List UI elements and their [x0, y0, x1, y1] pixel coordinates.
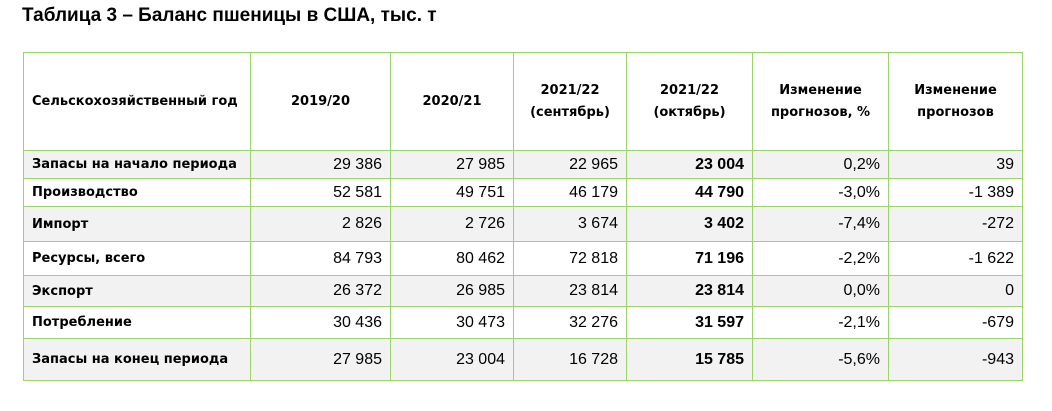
balance-table: Сельскохозяйственный год 2019/20 2020/21 20…	[23, 52, 1023, 381]
cell-value: 3 674	[513, 206, 627, 242]
cell-value: -272	[888, 206, 1023, 242]
table-body: Запасы на начало периода 29 386 27 985 22 9…	[23, 150, 1023, 381]
table-row: Экспорт 26 372 26 985 23 814 23 814 0,0% 0	[23, 275, 1023, 307]
cell-value: -5,6%	[752, 338, 889, 381]
header-line: 2020/21	[422, 93, 482, 109]
row-label: Экспорт	[23, 275, 251, 307]
table-row: Запасы на конец периода 27 985 23 004 16 72…	[23, 338, 1023, 381]
cell-value: 16 728	[513, 338, 627, 381]
table-header: Сельскохозяйственный год 2019/20 2020/21 20…	[23, 52, 1023, 151]
cell-value: -943	[888, 338, 1023, 381]
cell-value: 3 402	[626, 206, 753, 242]
cell-value: 46 179	[513, 178, 627, 207]
cell-value: 44 790	[626, 178, 753, 207]
row-label: Ресурсы, всего	[23, 241, 251, 276]
cell-value: 2 726	[390, 206, 514, 242]
cell-value: 26 372	[250, 275, 391, 307]
header-line: прогнозов, %	[770, 104, 871, 120]
header-cell: Сельскохозяйственный год	[23, 52, 251, 151]
header-cell: 2019/20	[250, 52, 391, 151]
cell-value: -3,0%	[752, 178, 889, 207]
cell-value: 71 196	[626, 241, 753, 276]
cell-value: 27 985	[250, 338, 391, 381]
table-row: Ресурсы, всего 84 793 80 462 72 818 71 196 -2…	[23, 241, 1023, 276]
cell-value: 0	[888, 275, 1023, 307]
header-line: (сентябрь)	[530, 104, 610, 120]
cell-value: 27 985	[390, 150, 514, 179]
cell-value: 0,0%	[752, 275, 889, 307]
row-label: Запасы на начало периода	[23, 150, 251, 179]
cell-value: -2,1%	[752, 306, 889, 339]
cell-value: 22 965	[513, 150, 627, 179]
cell-value: 23 814	[513, 275, 627, 307]
title: Таблица 3 – Баланс пшеницы в США, тыс. т	[22, 5, 437, 26]
header-row: Сельскохозяйственный год 2019/20 2020/21 20…	[23, 52, 1023, 151]
table-row: Производство 52 581 49 751 46 179 44 790 -3,0…	[23, 178, 1023, 207]
table-row: Потребление 30 436 30 473 32 276 31 597 -2,1%…	[23, 306, 1023, 339]
header-line: Изменение	[914, 82, 997, 98]
table-row: Запасы на начало периода 29 386 27 985 22 9…	[23, 150, 1023, 179]
table-row: Импорт 2 826 2 726 3 674 3 402 -7,4% -272	[23, 206, 1023, 242]
cell-value: -679	[888, 306, 1023, 339]
cell-value: 23 004	[626, 150, 753, 179]
cell-value: 80 462	[390, 241, 514, 276]
cell-value: 39	[888, 150, 1023, 179]
cell-value: 32 276	[513, 306, 627, 339]
row-label: Потребление	[23, 306, 251, 339]
header-line: Изменение	[779, 82, 862, 98]
cell-value: -1 389	[888, 178, 1023, 207]
cell-value: 29 386	[250, 150, 391, 179]
header-cell: Изменение прогнозов	[888, 52, 1023, 151]
cell-value: 72 818	[513, 241, 627, 276]
cell-value: 23 814	[626, 275, 753, 307]
cell-value: 52 581	[250, 178, 391, 207]
cell-value: 26 985	[390, 275, 514, 307]
row-label: Запасы на конец периода	[23, 338, 251, 381]
cell-value: -2,2%	[752, 241, 889, 276]
cell-value: -1 622	[888, 241, 1023, 276]
cell-value: 23 004	[390, 338, 514, 381]
header-line: 2019/20	[290, 93, 351, 109]
cell-value: 2 826	[250, 206, 391, 242]
cell-value: 30 436	[250, 306, 391, 339]
cell-value: 0,2%	[752, 150, 889, 179]
cell-value: 84 793	[250, 241, 391, 276]
cell-value: 31 597	[626, 306, 753, 339]
header-line: 2021/22	[540, 82, 600, 98]
row-label: Производство	[23, 178, 251, 207]
cell-value: -7,4%	[752, 206, 889, 242]
header-line: (октябрь)	[653, 104, 726, 120]
cell-value: 30 473	[390, 306, 514, 339]
header-cell: 2020/21	[390, 52, 514, 151]
header-line: прогнозов	[917, 104, 994, 120]
row-label: Импорт	[23, 206, 251, 242]
cell-value: 49 751	[390, 178, 514, 207]
header-cell: 2021/22 (сентябрь)	[513, 52, 627, 151]
header-cell: Изменение прогнозов, %	[752, 52, 889, 151]
cell-value: 15 785	[626, 338, 753, 381]
header-line: 2021/22	[659, 82, 720, 98]
header-line: Сельскохозяйственный год	[32, 93, 238, 109]
header-cell: 2021/22 (октябрь)	[626, 52, 753, 151]
